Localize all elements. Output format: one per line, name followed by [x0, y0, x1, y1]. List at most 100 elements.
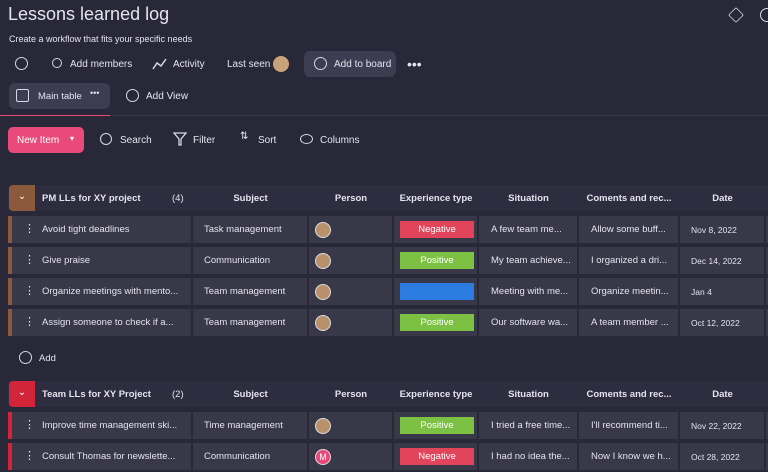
- row-menu[interactable]: ⋮: [24, 254, 35, 266]
- row-accent: [8, 443, 12, 470]
- date: Dec 14, 2022: [691, 256, 742, 266]
- sort[interactable]: Sort: [258, 135, 277, 146]
- experience-pill: Positive: [400, 314, 474, 331]
- activity[interactable]: Activity: [173, 59, 205, 70]
- column-header: Coments and rec...: [586, 389, 672, 400]
- cell: [193, 278, 307, 305]
- date: Jan 4: [691, 287, 712, 297]
- filter-icon: [173, 132, 187, 146]
- group-toggle[interactable]: ⌄: [9, 381, 35, 407]
- experience-pill: Positive: [400, 252, 474, 269]
- columns[interactable]: Columns: [320, 135, 360, 146]
- activity-icon: [152, 58, 167, 70]
- last-seen[interactable]: Last seen: [227, 59, 271, 70]
- dropdown-caret[interactable]: ▾: [70, 134, 75, 143]
- group-toggle[interactable]: ⌄: [9, 185, 35, 211]
- subject: Team management: [204, 317, 286, 328]
- add-members[interactable]: Add members: [70, 59, 133, 70]
- column-header: Situation: [508, 193, 549, 204]
- column-header: Experience type: [399, 389, 473, 400]
- situation: I had no idea the...: [491, 451, 570, 462]
- cell: [579, 278, 678, 305]
- cell: [12, 247, 191, 274]
- add-to-board[interactable]: Add to board: [334, 59, 392, 70]
- situation: Our software wa...: [491, 317, 569, 328]
- cell: [193, 412, 307, 439]
- new-item-button[interactable]: [8, 127, 84, 153]
- row-menu[interactable]: ⋮: [24, 223, 35, 235]
- star-icon[interactable]: [728, 7, 744, 23]
- cell: [12, 216, 191, 243]
- row-accent: [8, 247, 12, 274]
- comments: Now I know we h...: [591, 451, 671, 462]
- plus-icon: [126, 89, 139, 102]
- more-menu[interactable]: •••: [407, 56, 422, 72]
- cell: [680, 309, 764, 336]
- cell: [766, 216, 768, 243]
- person-avatar: [315, 253, 331, 269]
- column-header: Date: [712, 389, 733, 400]
- main-table-tab[interactable]: [9, 83, 110, 109]
- cell: [680, 278, 764, 305]
- item-name[interactable]: Avoid tight deadlines: [42, 224, 130, 235]
- cell: [579, 412, 678, 439]
- person-avatar: [315, 284, 331, 300]
- tab-menu[interactable]: •••: [90, 88, 100, 98]
- group-header-bg: [8, 185, 768, 211]
- group-count: (2): [172, 389, 184, 400]
- row-accent: [8, 412, 12, 439]
- add-item[interactable]: Add: [39, 353, 56, 364]
- row-menu[interactable]: ⋮: [24, 285, 35, 297]
- main-table[interactable]: Main table: [38, 91, 82, 102]
- column-header: Person: [334, 389, 368, 400]
- item-name[interactable]: Give praise: [42, 255, 91, 266]
- cell: [12, 412, 191, 439]
- row-menu[interactable]: ⋮: [24, 419, 35, 431]
- page-title: Lessons learned log: [8, 4, 170, 24]
- members-icon: [52, 58, 62, 68]
- search[interactable]: Search: [120, 135, 152, 146]
- cell: [479, 443, 577, 470]
- subject: Team management: [204, 286, 286, 297]
- person-avatar: [315, 315, 331, 331]
- comments: Allow some buff...: [591, 224, 666, 235]
- cell: [579, 247, 678, 274]
- item-name[interactable]: Assign someone to check if a...: [42, 317, 174, 328]
- subject: Time management: [204, 420, 283, 431]
- row-menu[interactable]: ⋮: [24, 450, 35, 462]
- cell: [766, 247, 768, 274]
- filter[interactable]: Filter: [193, 135, 216, 146]
- comments: I'll recommend ti...: [591, 420, 668, 431]
- cell: [766, 443, 768, 470]
- info-icon[interactable]: [760, 8, 768, 22]
- person-avatar: M: [315, 449, 331, 465]
- date: Nov 22, 2022: [691, 421, 742, 431]
- row-menu[interactable]: ⋮: [24, 316, 35, 328]
- experience-pill: Negative: [400, 448, 474, 465]
- subject: Communication: [204, 255, 270, 266]
- row-accent: [8, 309, 12, 336]
- item-name[interactable]: Organize meetings with mento...: [42, 286, 179, 297]
- cell: [766, 278, 768, 305]
- cell: [193, 216, 307, 243]
- item-name[interactable]: Consult Thomas for newslette...: [42, 451, 176, 462]
- eye-icon: [300, 134, 313, 144]
- comments: Organize meetin...: [591, 286, 669, 297]
- plus-icon: [19, 351, 32, 364]
- plus-icon: [314, 57, 327, 70]
- date: Oct 12, 2022: [691, 318, 740, 328]
- cell: [680, 443, 764, 470]
- experience-pill: Positive: [400, 417, 474, 434]
- item-name[interactable]: Improve time management ski...: [42, 420, 178, 431]
- search-icon: [100, 133, 112, 145]
- add-view[interactable]: Add View: [146, 91, 189, 102]
- situation: My team achieve...: [491, 255, 571, 266]
- cell: [479, 309, 577, 336]
- date: Oct 28, 2022: [691, 452, 740, 462]
- experience-pill: Negative: [400, 221, 474, 238]
- cell: [579, 216, 678, 243]
- sync-icon[interactable]: [15, 57, 28, 70]
- cell: [766, 412, 768, 439]
- new-item[interactable]: New Item: [17, 135, 60, 146]
- column-header: Subject: [233, 193, 268, 204]
